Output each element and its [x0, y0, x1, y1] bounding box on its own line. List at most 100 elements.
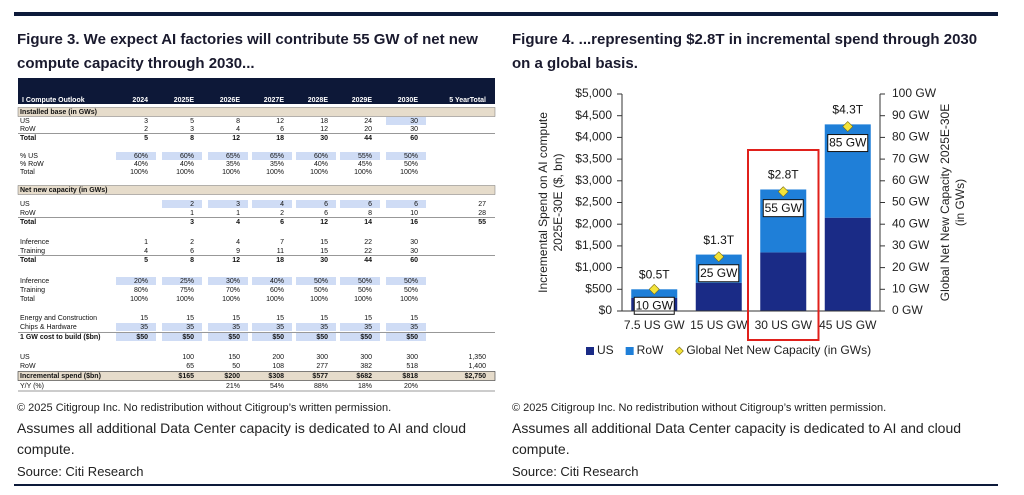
table-cell: 5	[190, 118, 194, 125]
table-cell: 100%	[400, 169, 418, 176]
table-cell: 14	[364, 219, 372, 226]
y2-tick-label: 30 GW	[892, 238, 930, 252]
figure-title: Figure 3. We expect AI factories will co…	[17, 31, 478, 72]
table-cell: 50%	[314, 287, 328, 294]
legend-swatch	[586, 347, 594, 355]
row-label: US	[20, 354, 30, 361]
table-cell: 4	[144, 248, 148, 255]
table-cell: 27	[478, 201, 486, 208]
row-label: Incremental spend ($bn)	[20, 373, 101, 380]
table-cell: 300	[316, 354, 328, 361]
x-tick-label: 15 US GW	[690, 318, 748, 332]
input-cell	[340, 200, 380, 208]
y-tick-label: $0	[599, 303, 613, 317]
table-cell: $50	[136, 334, 148, 341]
input-cell	[252, 200, 292, 208]
table-cell: 30	[410, 248, 418, 255]
table-cell: 50%	[404, 287, 418, 294]
capacity-label: 55 GW	[765, 201, 803, 215]
row-label: Training	[20, 287, 45, 294]
y-tick-label: $3,000	[575, 173, 612, 187]
table-cell: 8	[190, 135, 194, 142]
table-cell: 50%	[404, 153, 418, 160]
row-label: Total	[20, 135, 36, 142]
table-cell: $165	[178, 373, 194, 380]
table-cell: 100%	[130, 296, 148, 303]
bar-segment	[760, 189, 807, 253]
table-cell: 30	[410, 239, 418, 246]
table-cell: 3	[190, 219, 194, 226]
table-cell: 35	[364, 324, 372, 331]
row-label: Installed base (in GWs)	[20, 109, 97, 116]
table-cell: 20%	[134, 278, 148, 285]
table-cell: 5	[144, 135, 148, 142]
row-label: RoW	[20, 126, 36, 133]
table-cell: 35%	[270, 161, 284, 168]
table-cell: 8	[368, 210, 372, 217]
table-cell: $50	[182, 334, 194, 341]
table-cell: 35%	[226, 161, 240, 168]
table-cell: 15	[140, 315, 148, 322]
input-cell	[208, 333, 248, 341]
capacity-marker	[713, 251, 725, 263]
input-cell	[386, 333, 426, 341]
table-cell: 2	[144, 126, 148, 133]
y-tick-label: $5,000	[575, 86, 612, 100]
table-cell: $50	[406, 334, 418, 341]
row-label: Chips & Hardware	[20, 324, 77, 331]
table-cell: 6	[190, 248, 194, 255]
table-header: 2028E	[308, 97, 329, 104]
table-cell: 35	[186, 324, 194, 331]
y-tick-label: $2,000	[575, 216, 612, 230]
y2-tick-label: 80 GW	[892, 130, 930, 144]
table-cell: 6	[368, 201, 372, 208]
table-cell: 22	[364, 239, 372, 246]
input-cell	[296, 333, 336, 341]
table-cell: 60	[410, 135, 418, 142]
y2-tick-label: 20 GW	[892, 260, 930, 274]
table-cell: 4	[236, 239, 240, 246]
input-cell	[296, 323, 336, 331]
table-cell: $50	[360, 334, 372, 341]
row-label: Total	[20, 169, 35, 176]
capacity-label-box	[827, 134, 869, 153]
table-cell: 88%	[314, 383, 328, 390]
input-cell	[162, 200, 202, 208]
table-cell: 1	[236, 210, 240, 217]
y-axis-title: 2025E-30E ($, bn)	[551, 153, 565, 251]
table-cell: 150	[228, 354, 240, 361]
table-cell: 100%	[222, 296, 240, 303]
table-cell: 100%	[130, 169, 148, 176]
total-label-box	[827, 101, 868, 120]
source: Source: Citi Research	[17, 464, 144, 479]
total-label: $1.3T	[703, 233, 734, 247]
table-cell: 1,400	[468, 363, 486, 370]
table-cell: 100%	[354, 169, 372, 176]
y-tick-label: $1,000	[575, 260, 612, 274]
y-tick-label: $500	[585, 281, 612, 295]
input-cell	[252, 277, 292, 285]
y2-tick-label: 50 GW	[892, 195, 930, 209]
table-cell: 65%	[270, 153, 284, 160]
x-tick-label: 45 US GW	[819, 318, 877, 332]
row-label: Inference	[20, 278, 49, 285]
table-cell: 54%	[270, 383, 284, 390]
y2-tick-label: 90 GW	[892, 108, 930, 122]
total-bg	[17, 371, 496, 381]
table-cell: 18	[276, 257, 284, 264]
table-cell: 15	[320, 239, 328, 246]
input-cell	[386, 200, 426, 208]
table-cell: 40%	[134, 161, 148, 168]
table-cell: 21%	[226, 383, 240, 390]
table-cell: 50%	[358, 278, 372, 285]
table-cell: 15	[364, 315, 372, 322]
input-cell	[208, 200, 248, 208]
table-cell: 22	[364, 248, 372, 255]
table-cell: 15	[232, 315, 240, 322]
table-cell: 6	[414, 201, 418, 208]
table-cell: 3	[236, 201, 240, 208]
table-cell: 40%	[180, 161, 194, 168]
table-cell: 15	[320, 315, 328, 322]
